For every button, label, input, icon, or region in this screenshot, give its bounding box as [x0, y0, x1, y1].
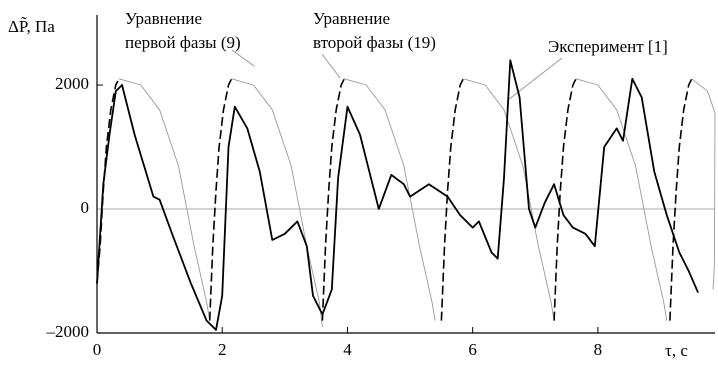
series-line: [118, 78, 716, 327]
x-tick-label: 8: [594, 340, 603, 359]
annotation: первой фазы (9): [125, 33, 241, 52]
leader-line: [507, 57, 563, 101]
y-tick-label: 0: [81, 198, 90, 217]
x-tick-label: 4: [343, 340, 352, 359]
y-axis-label: ΔP̃, Па: [8, 17, 55, 36]
annotation: Уравнение: [125, 9, 202, 28]
series-line: [96, 59, 699, 331]
leader-line: [321, 53, 341, 79]
series-line: [96, 78, 693, 321]
x-tick-label: 0: [93, 340, 102, 359]
x-tick-label: 6: [468, 340, 477, 359]
y-tick-label: –2000: [46, 322, 90, 341]
annotation: второй фазы (19): [313, 33, 436, 52]
x-axis-label: τ, с: [665, 341, 688, 360]
annotation: Уравнение: [313, 9, 390, 28]
leader-line: [231, 49, 255, 67]
x-tick-label: 2: [218, 340, 227, 359]
annotation: Эксперимент [1]: [548, 37, 668, 56]
y-tick-label: 2000: [55, 74, 89, 93]
